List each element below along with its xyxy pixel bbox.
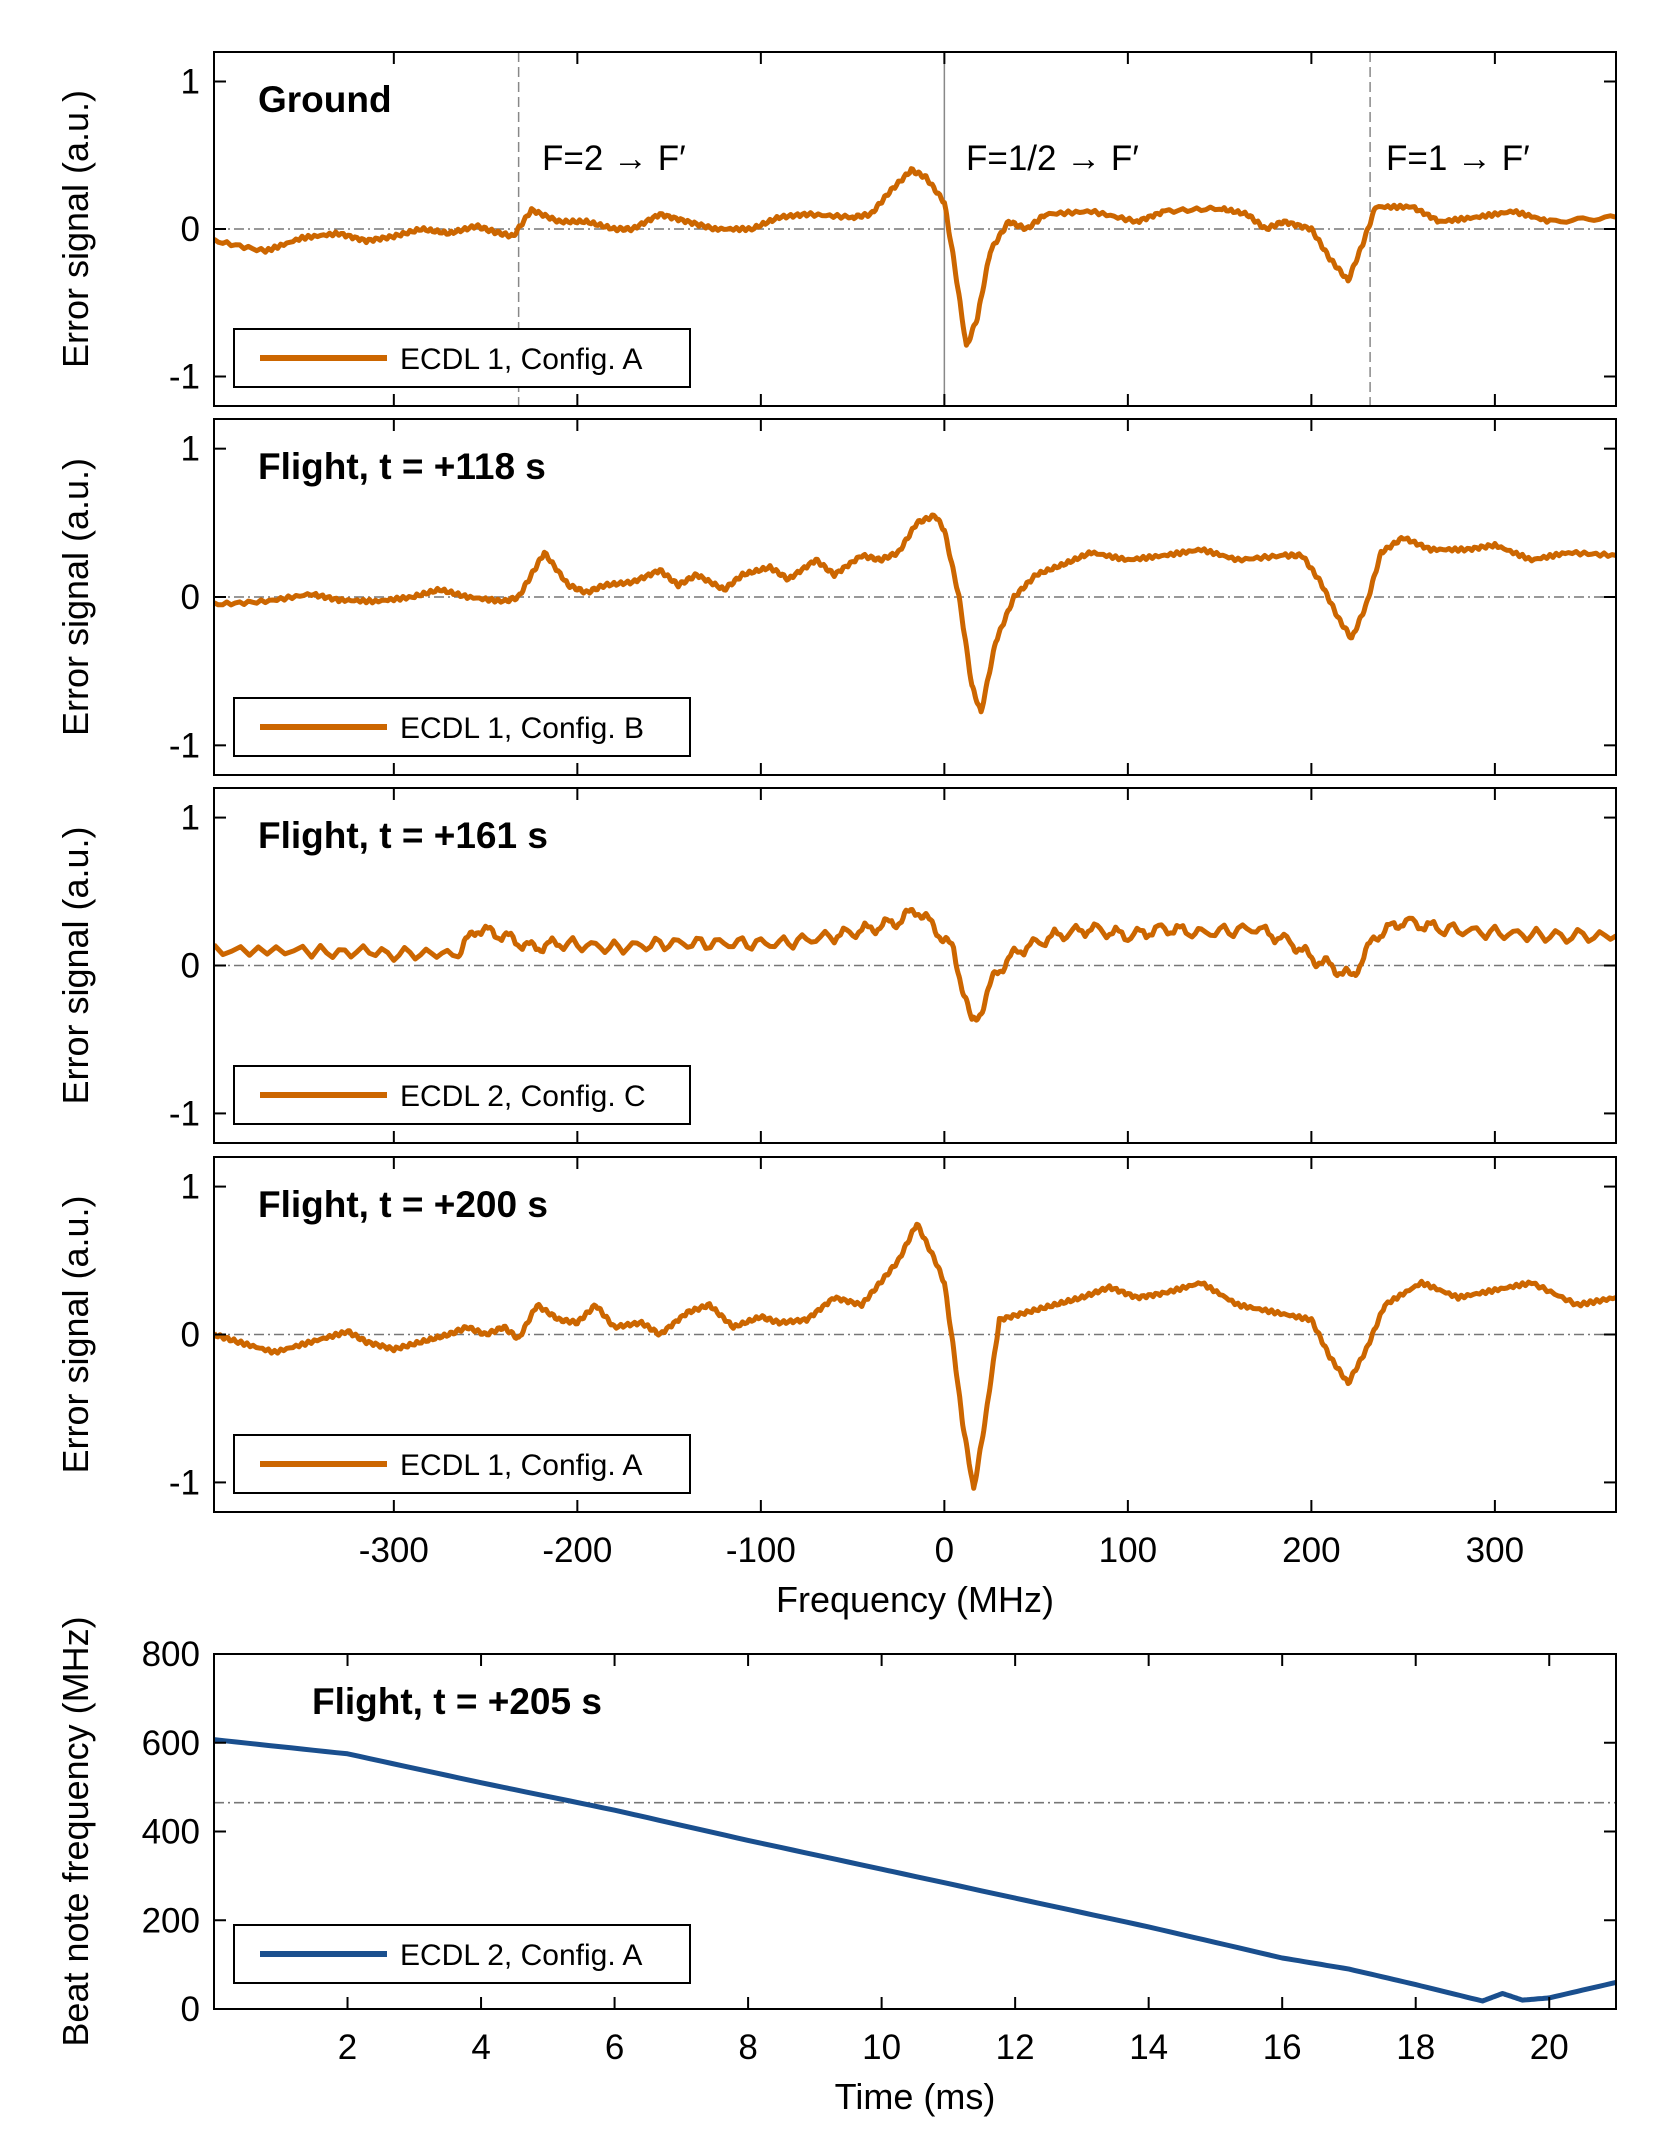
x-tick-label: 2 (338, 2028, 357, 2067)
transition-label: F=1 → F′ (1386, 139, 1530, 178)
panel-2: ECDL 1, Config. B -1 0 1 Error signal (a.u.)… (55, 418, 1617, 776)
legend-label: ECDL 2, Config. C (400, 1080, 646, 1113)
y-tick-label: 1 (181, 1168, 200, 1207)
x-tick-label: 4 (471, 2028, 490, 2067)
y-tick-label: -1 (169, 726, 200, 765)
x-tick-label: -300 (359, 1531, 429, 1570)
legend-label: ECDL 2, Config. A (400, 1939, 642, 1972)
x-tick-label: 100 (1099, 1531, 1157, 1570)
series-line (214, 512, 1616, 715)
y-tick-label: 600 (142, 1724, 200, 1763)
panel-label: Flight, t = +200 s (258, 1184, 548, 1225)
transition-label: F=1/2 → F′ (966, 139, 1139, 178)
y-tick-label: 1 (181, 430, 200, 469)
y-tick-label: 0 (181, 1316, 200, 1355)
y-tick-label: -1 (169, 1463, 200, 1502)
panel-1: ECDL 1, Config. A -1 0 1 Error signal (a.u.)… (55, 51, 1617, 407)
x-tick-label: 12 (996, 2028, 1035, 2067)
x-tick-label: -200 (542, 1531, 612, 1570)
panel-label: Flight, t = +161 s (258, 815, 548, 856)
legend-label: ECDL 1, Config. A (400, 343, 642, 376)
series-line (214, 907, 1616, 1023)
y-tick-label: 1 (181, 799, 200, 838)
legend-box (233, 328, 691, 388)
series-line (214, 1737, 1616, 2004)
panel-3: ECDL 2, Config. C -1 0 1 Error signal (a.u.)… (55, 787, 1617, 1144)
x-tick-label: 8 (738, 2028, 757, 2067)
y-axis-label: Error signal (a.u.) (55, 90, 96, 368)
y-axis-label: Error signal (a.u.) (55, 1195, 96, 1473)
transition-label: F=2 → F′ (542, 139, 686, 178)
y-tick-label: -1 (169, 358, 200, 397)
y-axis-label: Error signal (a.u.) (55, 458, 96, 736)
x-tick-label: 14 (1129, 2028, 1168, 2067)
x-tick-label: 200 (1282, 1531, 1340, 1570)
y-tick-label: -1 (169, 1094, 200, 1133)
x-axis-label: Time (ms) (835, 2076, 996, 2117)
x-tick-label: 10 (862, 2028, 901, 2067)
x-tick-label: 16 (1263, 2028, 1302, 2067)
x-tick-label: 18 (1396, 2028, 1435, 2067)
y-tick-label: 200 (142, 1901, 200, 1940)
y-axis-label: Error signal (a.u.) (55, 826, 96, 1104)
panel-label: Ground (258, 79, 392, 120)
x-axis-label: Frequency (MHz) (776, 1579, 1054, 1620)
y-tick-label: 0 (181, 578, 200, 617)
y-tick-label: 0 (181, 1990, 200, 2029)
y-axis-label: Beat note frequency (MHz) (55, 1616, 96, 2046)
x-tick-label: -100 (726, 1531, 796, 1570)
x-tick-label: 0 (935, 1531, 954, 1570)
series-line (214, 1221, 1616, 1491)
y-tick-label: 0 (181, 210, 200, 249)
x-tick-label: 300 (1466, 1531, 1524, 1570)
x-tick-label: 6 (605, 2028, 624, 2067)
y-tick-label: 400 (142, 1813, 200, 1852)
legend-label: ECDL 1, Config. A (400, 1449, 642, 1482)
y-tick-label: 800 (142, 1635, 200, 1674)
panel-label: Flight, t = +118 s (258, 446, 546, 487)
panel-4: ECDL 1, Config. A -1 0 1 -300 -200 -100 0 100 200… (55, 1156, 1617, 1620)
panel-5: ECDL 2, Config. A 0 200 400 600 800 2 4 6 8 10 12 14… (55, 1616, 1617, 2117)
y-tick-label: 0 (181, 947, 200, 986)
series-line (214, 166, 1616, 348)
legend-label: ECDL 1, Config. B (400, 712, 644, 745)
x-tick-label: 20 (1530, 2028, 1569, 2067)
y-tick-label: 1 (181, 63, 200, 102)
panel-label: Flight, t = +205 s (312, 1681, 602, 1722)
